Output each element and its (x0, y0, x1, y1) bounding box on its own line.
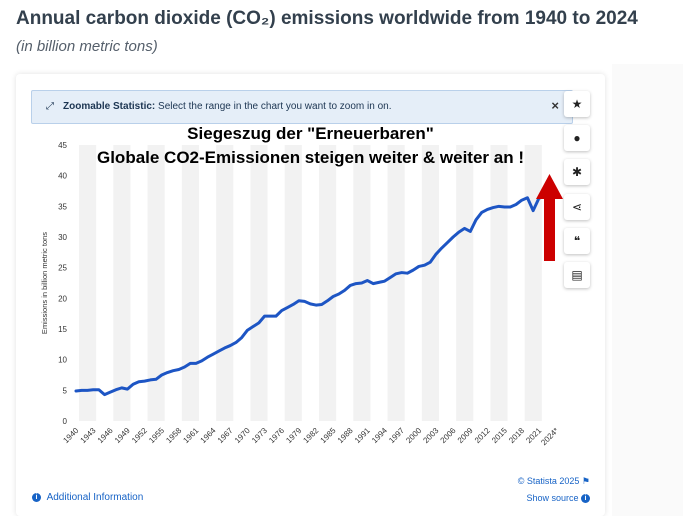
share-icon: ⋖ (571, 200, 583, 214)
grid-band (421, 145, 439, 421)
x-tick-label: 1994 (370, 426, 389, 445)
x-tick-label: 1943 (79, 426, 98, 445)
side-panel (612, 64, 683, 516)
x-tick-label: 2006 (439, 426, 458, 445)
y-tick-label: 5 (63, 386, 68, 395)
y-tick-label: 45 (58, 141, 67, 150)
y-tick-label: 20 (58, 294, 67, 303)
bell-icon: ● (573, 131, 581, 145)
x-tick-label: 2015 (490, 426, 509, 445)
x-tick-label: 1961 (181, 426, 200, 445)
x-tick-label: 2009 (456, 426, 475, 445)
y-tick-label: 40 (58, 172, 67, 181)
x-tick-label: 1991 (353, 426, 372, 445)
x-tick-label: 1997 (387, 426, 406, 445)
zoom-banner-text: Select the range in the chart you want t… (158, 101, 392, 112)
y-tick-label: 30 (58, 233, 67, 242)
print-button[interactable]: ▤ (564, 262, 590, 288)
grid-band (250, 145, 268, 421)
grid-band (524, 145, 542, 421)
x-tick-label: 1964 (199, 426, 218, 445)
page-subtitle: (in billion metric tons) (16, 38, 158, 55)
x-tick-label: 1967 (216, 426, 235, 445)
x-tick-label: 1958 (164, 426, 183, 445)
y-tick-label: 15 (58, 325, 67, 334)
chart-card: 0 5 10 15 20 25 30 35 40 45 1940 1943 1946 1949 1952 1… (16, 74, 605, 516)
bookmark-button[interactable]: ★ (564, 91, 590, 117)
grid-band (147, 145, 165, 421)
y-tick-label: 0 (63, 417, 68, 426)
grid-band (216, 145, 234, 421)
page-title: Annual carbon dioxide (CO₂) emissions wo… (16, 8, 638, 29)
x-tick-label: 1982 (301, 426, 320, 445)
y-axis-label: Emissions in billion metric tons (40, 232, 49, 334)
grid-band (456, 145, 474, 421)
x-tick-label: 2003 (421, 426, 440, 445)
x-tick-label: 1940 (61, 426, 80, 445)
cite-button[interactable]: ❝ (564, 228, 590, 254)
copyright-link[interactable]: © Statista 2025 ⚑ (517, 476, 590, 486)
y-tick-label: 10 (58, 356, 67, 365)
show-source-link[interactable]: Show source i (526, 493, 590, 504)
grid-band (387, 145, 405, 421)
red-arrow-annotation (536, 174, 563, 261)
x-tick-label: 2000 (404, 426, 423, 445)
grid-band (181, 145, 199, 421)
close-icon[interactable]: × (551, 98, 559, 113)
x-tick-label: 1979 (284, 426, 303, 445)
overlay-subheading: Globale CO2-Emissionen steigen weiter & … (96, 148, 524, 167)
x-tick-label: 1973 (250, 426, 269, 445)
zoom-banner: ⤢ Zoomable Statistic: Select the range i… (31, 90, 573, 124)
x-tick-label: 1955 (147, 426, 166, 445)
x-tick-label: 2012 (473, 426, 492, 445)
print-icon: ▤ (571, 268, 583, 282)
grid-band (79, 145, 97, 421)
grid-band (113, 145, 131, 421)
x-tick-label: 1946 (96, 426, 115, 445)
grid-band (284, 145, 302, 421)
x-tick-label: 1988 (336, 426, 355, 445)
x-tick-label: 1985 (319, 426, 338, 445)
x-tick-label: 1952 (130, 426, 149, 445)
x-tick-label: 1970 (233, 426, 252, 445)
overlay-heading: Siegeszug der "Erneuerbaren" (187, 124, 434, 143)
share-button[interactable]: ⋖ (564, 194, 590, 220)
y-tick-label: 35 (58, 202, 67, 211)
x-tick-label: 1949 (113, 426, 132, 445)
expand-arrows-icon: ⤢ (46, 101, 54, 112)
settings-button[interactable]: ✱ (564, 159, 590, 185)
notification-button[interactable]: ● (564, 125, 590, 151)
x-tick-label: 2024* (539, 426, 560, 447)
flag-icon: ⚑ (581, 476, 590, 486)
emissions-line (74, 189, 558, 397)
y-tick-label: 25 (58, 264, 67, 273)
grid-band (490, 145, 508, 421)
x-tick-label: 2018 (507, 426, 526, 445)
star-icon: ★ (571, 97, 583, 111)
info-icon: i (581, 494, 590, 504)
x-tick-label: 1976 (267, 426, 286, 445)
gear-icon: ✱ (571, 165, 583, 179)
zoom-banner-bold: Zoomable Statistic: (63, 101, 156, 112)
quote-icon: ❝ (573, 234, 581, 248)
additional-info-link[interactable]: i Additional Information (32, 492, 143, 503)
grid-band (319, 145, 337, 421)
info-icon: i (32, 492, 41, 502)
